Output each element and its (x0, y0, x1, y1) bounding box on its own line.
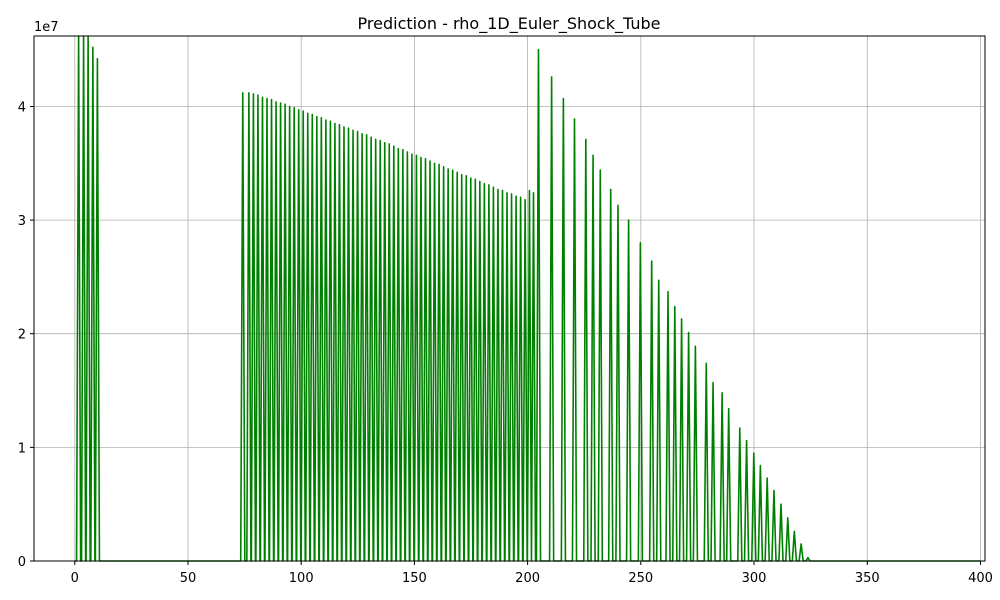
x-tick-label: 100 (289, 571, 314, 586)
plot-frame (33, 35, 986, 562)
y-tick-label: 1 (18, 441, 26, 456)
x-tick-label: 150 (402, 571, 427, 586)
x-tick-label: 200 (515, 571, 540, 586)
y-tick-label: 4 (18, 101, 26, 116)
y-axis-ticks: 0 1 2 3 4 (18, 101, 34, 570)
x-tick-label: 350 (855, 571, 880, 586)
x-tick-label: 250 (628, 571, 653, 586)
x-tick-label: 0 (71, 571, 79, 586)
y-tick-label: 0 (18, 555, 26, 570)
chart-title: Prediction - rho_1D_Euler_Shock_Tube (358, 14, 661, 34)
x-tick-label: 300 (742, 571, 767, 586)
y-tick-label: 3 (18, 214, 26, 229)
y-tick-label: 2 (18, 328, 26, 343)
y-axis-scale-label: 1e7 (34, 20, 59, 35)
x-axis-ticks: 0 50 100 150 200 250 300 350 400 (71, 561, 993, 586)
x-tick-label: 400 (968, 571, 993, 586)
x-tick-label: 50 (180, 571, 197, 586)
